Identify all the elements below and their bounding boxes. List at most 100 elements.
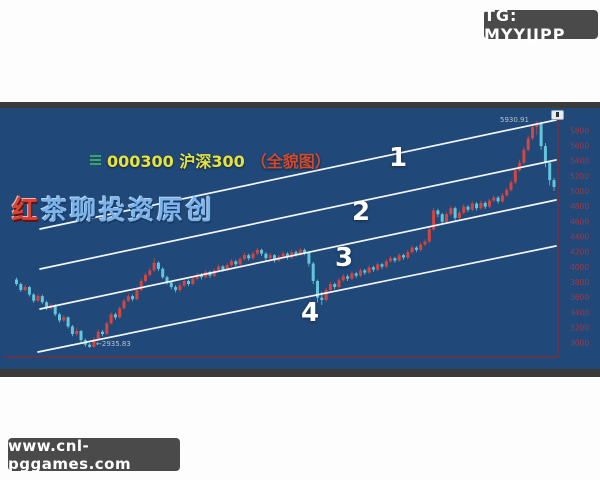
candle-body: [492, 197, 496, 201]
candle-body: [36, 296, 40, 301]
candle-body: [449, 208, 453, 215]
candle-body: [19, 283, 23, 291]
candle-body: [58, 314, 61, 321]
candle-body: [23, 287, 27, 291]
candle-body: [144, 274, 147, 281]
candle-body: [380, 264, 384, 267]
candle-body: [367, 267, 371, 273]
candle-body: [466, 206, 470, 210]
candle-body: [92, 339, 96, 347]
candle-body: [363, 270, 367, 273]
candle-body: [247, 255, 251, 259]
candle-body: [427, 229, 431, 242]
y-axis-label: 5000: [570, 187, 589, 196]
channel-trend-line: [39, 159, 557, 270]
y-axis-label: 3800: [570, 278, 589, 287]
candle-body: [268, 255, 272, 259]
y-axis-label: 5800: [570, 126, 589, 135]
chart-panel: 5800 5600 5400 5200 5000 4800 4600 4400 4200 4000…: [0, 102, 600, 377]
candle-body: [410, 247, 414, 253]
candle-body: [217, 266, 221, 271]
candle-body: [242, 255, 246, 259]
candle-body: [359, 270, 362, 276]
candle-body: [118, 308, 122, 318]
y-axis-label: 4600: [570, 217, 589, 226]
candle-body: [419, 244, 423, 250]
candle-body: [122, 300, 126, 309]
channel-trend-line: [37, 245, 557, 353]
candle-body: [552, 180, 556, 187]
candle-body: [96, 331, 100, 340]
candle-body: [75, 331, 79, 335]
watermark-rest: 茶聊投资原创: [41, 196, 216, 226]
candle-body: [341, 276, 345, 281]
candle-body: [187, 280, 190, 284]
candle-body: [251, 253, 255, 259]
candle-body: [70, 326, 74, 335]
y-axis-label: 5200: [570, 172, 589, 181]
candle-body: [285, 253, 289, 258]
candle-body: [423, 241, 427, 245]
candle-body: [333, 283, 337, 288]
candle-body: [470, 203, 474, 210]
candle-body: [79, 331, 83, 341]
chart-title: 000300 沪深300 （全貌图）: [90, 148, 331, 172]
candle-body: [148, 270, 152, 275]
flag-marker-icon[interactable]: [551, 110, 564, 120]
candle-body: [346, 276, 350, 279]
channel-label-1: 1: [389, 143, 408, 173]
y-axis-label: 5600: [570, 142, 589, 151]
candle-body: [195, 274, 199, 279]
candle-body: [350, 273, 354, 279]
candle-body: [62, 317, 66, 321]
candle-body: [255, 249, 259, 254]
channel-label-2: 2: [352, 197, 371, 227]
candle-body: [414, 247, 418, 250]
candle-body: [384, 261, 388, 267]
menu-icon[interactable]: [90, 155, 101, 165]
candle-body: [488, 200, 491, 207]
candle-body: [539, 123, 543, 147]
candle-body: [462, 206, 466, 213]
candle-body: [518, 162, 522, 171]
candle-body: [161, 268, 165, 278]
y-axis-label: 5400: [570, 157, 589, 166]
y-axis-label: 4200: [570, 248, 589, 257]
candle-body: [320, 297, 324, 300]
candle-body: [445, 214, 448, 222]
candle-body: [191, 278, 195, 284]
candle-body: [169, 282, 173, 288]
candle-body: [298, 249, 302, 255]
y-axis-label: 3600: [570, 293, 589, 302]
channel-trend-line: [39, 119, 557, 230]
candle-body: [225, 265, 229, 270]
y-axis-label: 4800: [570, 202, 589, 211]
candle-body: [139, 280, 143, 291]
candle-body: [436, 210, 440, 215]
candle-body: [531, 127, 534, 139]
candle-body: [522, 149, 526, 163]
y-axis-label: 4400: [570, 232, 589, 241]
site-badge: www.cnl-pggames.com: [8, 437, 180, 473]
candle-body: [307, 252, 311, 264]
candlestick-chart[interactable]: 5800560054005200500048004600440042004000…: [0, 108, 600, 369]
candle-body: [178, 285, 182, 291]
channel-label-3: 3: [335, 243, 354, 273]
candle-body: [397, 255, 401, 261]
candle-body: [303, 249, 307, 253]
watermark-text: 红茶聊投资原创: [12, 190, 215, 227]
candle-body: [152, 262, 156, 271]
peak-price-annotation: 5930.91: [500, 116, 529, 124]
candle-body: [316, 280, 319, 298]
candle-body: [290, 252, 294, 258]
candle-body: [457, 212, 461, 219]
candle-body: [27, 287, 31, 295]
candle-body: [234, 261, 238, 265]
candle-body: [260, 249, 264, 254]
candle-body: [199, 274, 203, 278]
candle-body: [509, 182, 513, 190]
channel-label-4: 4: [301, 298, 320, 328]
candle-body: [109, 314, 113, 324]
candle-body: [230, 261, 233, 266]
